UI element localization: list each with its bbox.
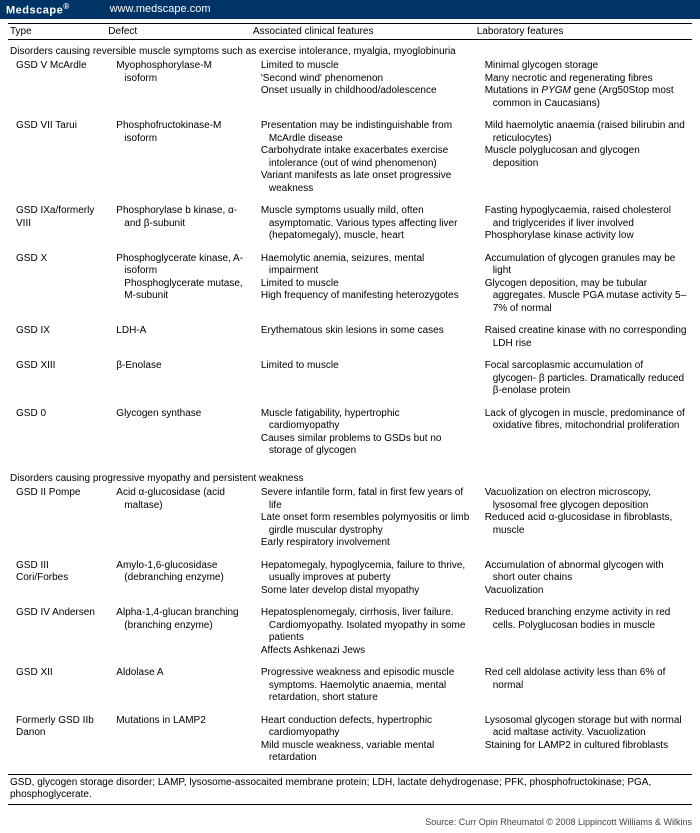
col-features: Associated clinical features: [251, 23, 475, 39]
cell-lab: Vacuolization on electron microscopy, ly…: [475, 486, 692, 551]
cell-lab: Lack of glycogen in muscle, predominance…: [475, 407, 692, 459]
cell-features: Hepatomegaly, hypoglycemia, failure to t…: [251, 559, 475, 599]
cell-lab: Red cell aldolase activity less than 6% …: [475, 666, 692, 706]
cell-type: GSD 0: [8, 407, 106, 459]
section-2-title: Disorders causing progressive myopathy a…: [8, 467, 692, 487]
section-2-title-row: Disorders causing progressive myopathy a…: [8, 467, 692, 487]
cell-lab: Reduced branching enzyme activity in red…: [475, 606, 692, 658]
cell-defect: Alpha-1,4-glucan branching (branching en…: [106, 606, 251, 658]
cell-lab: Accumulation of abnormal glycogen with s…: [475, 559, 692, 599]
col-type: Type: [8, 23, 106, 39]
cell-lab: Raised creatine kinase with no correspon…: [475, 324, 692, 351]
cell-type: GSD IX: [8, 324, 106, 351]
section-1-title-row: Disorders causing reversible muscle symp…: [8, 39, 692, 59]
source-line: Source: Curr Opin Rheumatol © 2008 Lippi…: [0, 813, 700, 833]
table-row: GSD XIIAldolase AProgressive weakness an…: [8, 666, 692, 706]
header-row: Type Defect Associated clinical features…: [8, 23, 692, 39]
cell-features: Muscle symptoms usually mild, often asym…: [251, 204, 475, 244]
cell-lab: Accumulation of glycogen granules may be…: [475, 252, 692, 317]
cell-lab: Focal sarcoplasmic accumulation of glyco…: [475, 359, 692, 399]
cell-features: Limited to muscle: [251, 359, 475, 399]
cell-features: Limited to muscle'Second wind' phenomeno…: [251, 59, 475, 111]
cell-features: Muscle fatigability, hypertrophic cardio…: [251, 407, 475, 459]
cell-type: GSD X: [8, 252, 106, 317]
table-row: GSD VII TaruiPhosphofructokinase-M isofo…: [8, 119, 692, 196]
cell-defect: Myophosphorylase-M isoform: [106, 59, 251, 111]
cell-defect: β-Enolase: [106, 359, 251, 399]
cell-features: Erythematous skin lesions in some cases: [251, 324, 475, 351]
cell-defect: Phosphofructokinase-M isoform: [106, 119, 251, 196]
cell-defect: Acid α-glucosidase (acid maltase): [106, 486, 251, 551]
cell-type: GSD V McArdle: [8, 59, 106, 111]
cell-type: GSD II Pompe: [8, 486, 106, 551]
cell-defect: LDH-A: [106, 324, 251, 351]
col-lab: Laboratory features: [475, 23, 692, 39]
cell-defect: Mutations in LAMP2: [106, 714, 251, 766]
table-row: GSD V McArdleMyophosphorylase-M isoformL…: [8, 59, 692, 111]
cell-features: Haemolytic anemia, seizures, mental impa…: [251, 252, 475, 317]
cell-features: Heart conduction defects, hypertrophic c…: [251, 714, 475, 766]
cell-defect: Amylo-1,6-glucosidase (debranching enzym…: [106, 559, 251, 599]
cell-features: Hepatosplenomegaly, cirrhosis, liver fai…: [251, 606, 475, 658]
cell-lab: Fasting hypoglycaemia, raised cholestero…: [475, 204, 692, 244]
header-bar: Medscape® www.medscape.com: [0, 0, 700, 19]
table-row: Formerly GSD IIb DanonMutations in LAMP2…: [8, 714, 692, 766]
cell-lab: Mild haemolytic anaemia (raised bilirubi…: [475, 119, 692, 196]
section-1-title: Disorders causing reversible muscle symp…: [8, 39, 692, 59]
cell-type: GSD IV Andersen: [8, 606, 106, 658]
cell-features: Progressive weakness and episodic muscle…: [251, 666, 475, 706]
table-row: GSD IXLDH-AErythematous skin lesions in …: [8, 324, 692, 351]
cell-defect: Phosphorylase b kinase, α- and β-subunit: [106, 204, 251, 244]
table-row: GSD XIIIβ-EnolaseLimited to muscleFocal …: [8, 359, 692, 399]
table-row: GSD IXa/formerly VIIIPhosphorylase b kin…: [8, 204, 692, 244]
cell-type: GSD VII Tarui: [8, 119, 106, 196]
footnote-row: GSD, glycogen storage disorder; LAMP, ly…: [8, 774, 692, 804]
table-row: GSD III Cori/ForbesAmylo-1,6-glucosidase…: [8, 559, 692, 599]
brand-logo: Medscape®: [6, 2, 70, 17]
footnote-text: GSD, glycogen storage disorder; LAMP, ly…: [8, 774, 692, 804]
cell-features: Presentation may be indistinguishable fr…: [251, 119, 475, 196]
cell-defect: Phosphoglycerate kinase, A-isoformPhosph…: [106, 252, 251, 317]
gsd-table: Type Defect Associated clinical features…: [8, 23, 692, 805]
cell-type: Formerly GSD IIb Danon: [8, 714, 106, 766]
cell-defect: Aldolase A: [106, 666, 251, 706]
table-row: GSD XPhosphoglycerate kinase, A-isoformP…: [8, 252, 692, 317]
col-defect: Defect: [106, 23, 251, 39]
table-row: GSD II PompeAcid α-glucosidase (acid mal…: [8, 486, 692, 551]
table-row: GSD IV AndersenAlpha-1,4-glucan branchin…: [8, 606, 692, 658]
table-wrapper: Type Defect Associated clinical features…: [0, 19, 700, 813]
table-row: GSD 0Glycogen synthaseMuscle fatigabilit…: [8, 407, 692, 459]
cell-lab: Lysosomal glycogen storage but with norm…: [475, 714, 692, 766]
cell-type: GSD XII: [8, 666, 106, 706]
cell-lab: Minimal glycogen storageMany necrotic an…: [475, 59, 692, 111]
cell-type: GSD IXa/formerly VIII: [8, 204, 106, 244]
header-url: www.medscape.com: [110, 3, 211, 15]
cell-type: GSD XIII: [8, 359, 106, 399]
cell-features: Severe infantile form, fatal in first fe…: [251, 486, 475, 551]
cell-defect: Glycogen synthase: [106, 407, 251, 459]
cell-type: GSD III Cori/Forbes: [8, 559, 106, 599]
